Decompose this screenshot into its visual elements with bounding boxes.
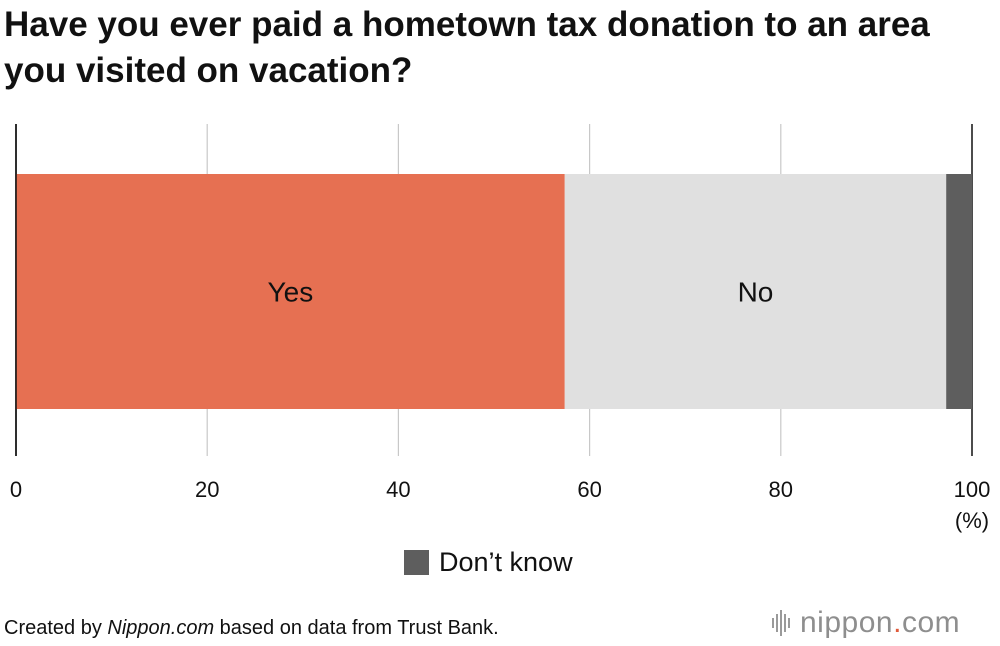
bar-label-yes: Yes — [268, 277, 314, 308]
bar-segment-don-t-know — [946, 174, 972, 409]
bar-segment-no — [564, 174, 947, 409]
chart-title: Have you ever paid a hometown tax donati… — [4, 5, 930, 90]
bar-segment-yes — [16, 174, 565, 409]
legend-swatch-dont-know — [404, 549, 429, 575]
tick-label-60: 60 — [577, 477, 601, 502]
tick-label-0: 0 — [10, 477, 22, 502]
legend-label-dont-know: Don’t know — [439, 546, 573, 577]
logo-wordmark: nippon.com — [800, 606, 960, 640]
logo-tld: com — [901, 606, 961, 639]
caption-source-name: Nippon.com — [107, 617, 215, 639]
axis-unit-label: (%) — [955, 508, 989, 533]
logo-dot: . — [893, 606, 902, 639]
nippon-logo: nippon.com — [772, 604, 960, 642]
bar-label-no: No — [738, 277, 774, 308]
caption-prefix: Created by — [4, 617, 108, 639]
tick-label-20: 20 — [195, 477, 219, 502]
caption-suffix: based on data from Trust Bank. — [214, 617, 499, 639]
logo-mark-icon — [772, 610, 792, 636]
legend: Don’t know — [404, 546, 573, 578]
source-caption: Created by Nippon.com based on data from… — [4, 617, 499, 640]
tick-label-40: 40 — [386, 477, 410, 502]
tick-label-80: 80 — [769, 477, 793, 502]
logo-name: nippon — [800, 606, 894, 639]
tick-label-100: 100 — [954, 477, 991, 502]
